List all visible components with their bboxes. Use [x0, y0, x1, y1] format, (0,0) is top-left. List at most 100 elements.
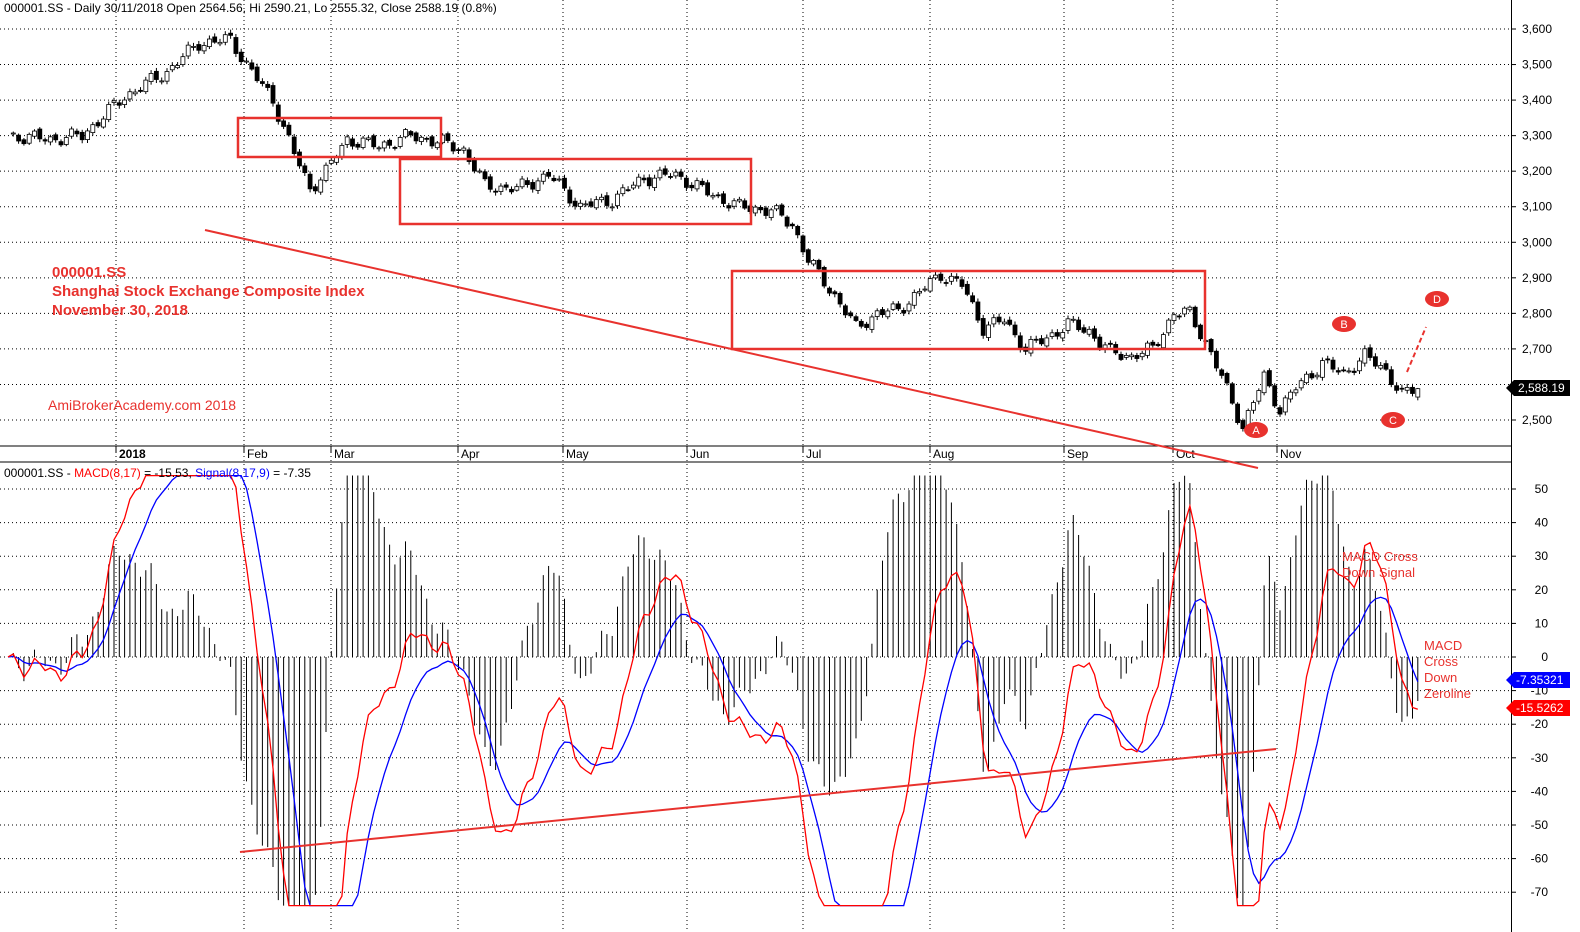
candle-body	[201, 45, 207, 52]
candle-body	[355, 143, 361, 148]
candle-body	[233, 37, 239, 54]
candle-body	[69, 128, 74, 137]
candle-body	[1214, 350, 1219, 369]
candle-body	[228, 32, 234, 36]
candle-body	[901, 310, 907, 314]
macd-tick-label: 40	[1535, 516, 1549, 530]
candle-body	[1357, 360, 1362, 372]
candle-body	[42, 139, 48, 142]
index-name-label: Shanghai Stock Exchange Composite Index	[52, 283, 365, 300]
candle-body	[726, 205, 732, 209]
price-tick-label: 3,600	[1522, 22, 1552, 36]
month-tick-label: Feb	[247, 447, 268, 461]
candle-body	[917, 290, 922, 294]
month-tick-label: Sep	[1067, 447, 1089, 461]
candle-body	[535, 180, 541, 191]
candle-body	[546, 171, 551, 177]
candle-body	[323, 164, 329, 181]
candle-body	[1039, 338, 1044, 345]
candle-body	[318, 179, 324, 193]
candle-body	[238, 51, 244, 63]
candle-body	[254, 66, 260, 82]
macd-tick-label: -40	[1531, 784, 1549, 798]
candle-body	[1192, 306, 1198, 328]
candle-body	[832, 291, 838, 295]
candle-body	[1288, 391, 1293, 400]
candle-body	[509, 188, 514, 193]
point-a-label: A	[1252, 425, 1260, 437]
month-tick-label: Aug	[933, 447, 954, 461]
candle-body	[477, 170, 483, 173]
candle-body	[1134, 355, 1140, 359]
consolidation-box-1	[236, 116, 443, 159]
candle-body	[16, 134, 22, 142]
candle-body	[498, 185, 504, 192]
candle-body	[1049, 332, 1055, 337]
candle-body	[721, 193, 726, 204]
candle-body	[1060, 332, 1066, 339]
candle-body	[885, 310, 891, 318]
candle-body	[795, 225, 801, 236]
candle-body	[249, 62, 255, 70]
candle-body	[625, 189, 631, 192]
price-downtrend-line	[204, 229, 1259, 469]
candle-body	[964, 283, 970, 295]
month-tick-label: Nov	[1280, 447, 1301, 461]
candle-body	[1182, 307, 1187, 315]
candle-body	[986, 324, 991, 338]
candle-body	[816, 259, 822, 270]
candle-body	[1076, 319, 1081, 331]
candle-body	[1293, 389, 1299, 394]
candle-body	[418, 136, 424, 142]
macd-histogram	[12, 475, 1419, 906]
candle-body	[1325, 358, 1331, 361]
candle-body	[1367, 347, 1373, 358]
candle-body	[403, 129, 408, 138]
candle-body	[1118, 353, 1124, 360]
candle-body	[1330, 359, 1336, 370]
month-tick-label: May	[566, 447, 589, 461]
point-d-marker: D	[1425, 291, 1449, 307]
candle-body	[551, 177, 557, 182]
candle-body	[620, 187, 626, 195]
last-signal-label: -7.35321	[1516, 673, 1564, 687]
month-tick-label: 2018	[119, 447, 146, 461]
candle-body	[1362, 348, 1368, 364]
macd-tick-label: 30	[1535, 549, 1549, 563]
candle-body	[376, 147, 382, 150]
candle-body	[153, 70, 159, 80]
candle-body	[429, 136, 435, 147]
candle-body	[758, 206, 763, 211]
candle-body	[1097, 336, 1103, 348]
candle-body	[540, 173, 546, 182]
candle-body	[1155, 343, 1161, 347]
candle-body	[514, 186, 520, 191]
macd-cross-signal-line2: Down Signal	[1342, 565, 1415, 580]
candle-body	[1235, 403, 1240, 423]
candle-body	[413, 132, 419, 142]
candle-body	[805, 249, 811, 263]
candle-body	[1055, 332, 1060, 337]
candle-body	[519, 178, 525, 188]
candle-body	[652, 177, 657, 188]
candle-body	[339, 145, 345, 157]
candle-body	[615, 193, 620, 207]
candle-body	[1251, 402, 1256, 411]
macd-tick-label: 50	[1535, 482, 1549, 496]
point-c-label: C	[1389, 415, 1397, 427]
candle-body	[763, 207, 769, 216]
candle-body	[1017, 335, 1023, 350]
candle-body	[191, 46, 196, 48]
candle-body	[456, 149, 461, 151]
candle-body	[180, 56, 186, 65]
candle-body	[1351, 370, 1357, 373]
signal-header-label: Signal(8,17,9)	[195, 466, 270, 480]
macd-cross-zero-line1: MACD	[1424, 638, 1462, 653]
candle-body	[911, 292, 917, 306]
price-tick-label: 2,800	[1522, 306, 1552, 320]
macd-cross-zero-line3: Down	[1424, 670, 1457, 685]
candle-body	[684, 177, 689, 188]
month-tick-label: Jul	[806, 447, 821, 461]
candle-body	[222, 34, 228, 43]
